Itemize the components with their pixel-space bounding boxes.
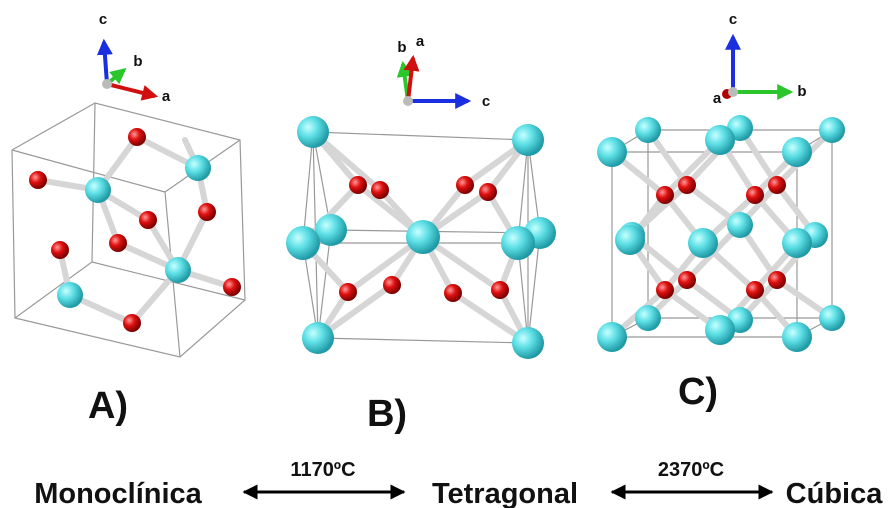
metal-atom: [705, 125, 735, 155]
metal-atom: [501, 226, 535, 260]
metal-atom: [57, 282, 83, 308]
oxygen-atom: [656, 281, 674, 299]
axis-arrow: [408, 58, 413, 101]
metal-atom: [782, 228, 812, 258]
axes-a: [102, 42, 155, 96]
oxygen-atom: [128, 128, 146, 146]
metal-atom: [512, 327, 544, 359]
oxygen-atom: [746, 281, 764, 299]
phase-name: Tetragonal: [432, 478, 578, 508]
oxygen-atom: [768, 176, 786, 194]
metal-atom: [635, 117, 661, 143]
axis-origin: [102, 79, 112, 89]
oxygen-atom: [349, 176, 367, 194]
axis-label: c: [99, 11, 107, 28]
diagram: c b a b a c c a b A) B) C) Monoclínica T…: [0, 0, 896, 508]
metal-atom: [705, 315, 735, 345]
axis-label: b: [133, 53, 142, 70]
oxygen-atom: [456, 176, 474, 194]
metal-atom: [597, 137, 627, 167]
temperature: 1170ºC: [290, 459, 355, 481]
axis-arrow: [104, 42, 107, 84]
oxygen-atom: [383, 276, 401, 294]
axes-b: [403, 58, 468, 106]
metal-atom: [782, 137, 812, 167]
axis-label: a: [416, 33, 425, 50]
oxygen-atom: [371, 181, 389, 199]
axis-label: a: [713, 90, 722, 107]
oxygen-atom: [479, 183, 497, 201]
panel-label: B): [367, 393, 407, 435]
axes-c: [722, 37, 790, 99]
metal-atom: [165, 257, 191, 283]
metal-atom: [615, 225, 645, 255]
oxygen-atom: [123, 314, 141, 332]
metal-atom: [297, 116, 329, 148]
axis-label: b: [797, 83, 806, 100]
oxygen-atom: [768, 271, 786, 289]
metal-atom: [635, 305, 661, 331]
page: c b a b a c c a b A) B) C) Monoclínica T…: [0, 0, 896, 508]
metal-atom: [688, 228, 718, 258]
oxygen-atom: [678, 176, 696, 194]
axis-label: a: [162, 88, 171, 105]
oxygen-atom: [444, 284, 462, 302]
oxygen-atom: [746, 186, 764, 204]
axis-arrow: [107, 84, 155, 96]
metal-atom: [597, 322, 627, 352]
panel-label: A): [88, 385, 128, 427]
axis-label: c: [482, 93, 490, 110]
axis-origin: [403, 96, 413, 106]
oxygen-atom: [51, 241, 69, 259]
metal-atom: [782, 322, 812, 352]
oxygen-atom: [678, 271, 696, 289]
metal-atom: [85, 177, 111, 203]
oxygen-atom: [339, 283, 357, 301]
metal-atom: [727, 212, 753, 238]
oxygen-atom: [109, 234, 127, 252]
oxygen-atom: [139, 211, 157, 229]
axis-label: c: [729, 11, 737, 28]
oxygen-atom: [29, 171, 47, 189]
phase-name: Monoclínica: [34, 478, 202, 508]
metal-atom: [512, 124, 544, 156]
metal-atom: [302, 322, 334, 354]
oxygen-atom: [198, 203, 216, 221]
metal-atom: [406, 220, 440, 254]
metal-atom: [286, 226, 320, 260]
metal-atom: [819, 117, 845, 143]
cell-edge: [15, 103, 95, 318]
oxygen-atom: [223, 278, 241, 296]
crystal-structures: [12, 103, 845, 359]
axis-label: b: [397, 39, 406, 56]
metal-atom: [185, 155, 211, 181]
panel-label: C): [678, 371, 718, 413]
oxygen-atom: [491, 281, 509, 299]
metal-atom: [819, 305, 845, 331]
oxygen-atom: [656, 186, 674, 204]
temperature: 2370ºC: [658, 459, 724, 481]
axis-origin: [728, 87, 738, 97]
phase-name: Cúbica: [786, 478, 884, 508]
